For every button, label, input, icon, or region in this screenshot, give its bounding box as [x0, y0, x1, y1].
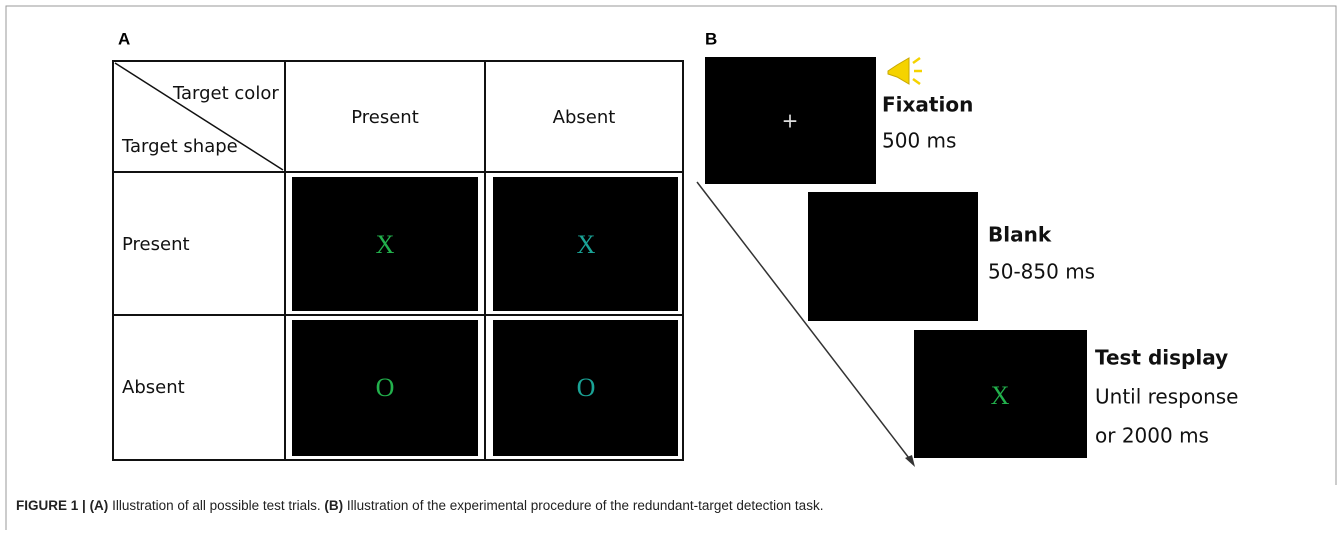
figure-frame — [5, 5, 1337, 530]
stimulus: X — [577, 230, 596, 259]
caption: FIGURE 1 | (A) Illustration of all possi… — [16, 498, 823, 513]
header-color: Target color — [172, 83, 279, 104]
caption-text: Illustration of the experimental procedu… — [343, 498, 823, 513]
step-name: Blank — [988, 223, 1052, 247]
step-duration: or 2000 ms — [1095, 424, 1209, 448]
row-header: Present — [122, 234, 190, 255]
caption-text: Illustration of all possible test trials… — [108, 498, 324, 513]
stimulus-screen — [292, 177, 478, 311]
stimulus-screen — [493, 320, 678, 456]
step-duration: Until response — [1095, 385, 1238, 409]
fixation-cross: + — [782, 109, 799, 133]
step-duration: 500 ms — [882, 129, 956, 153]
stimulus-screen — [493, 177, 678, 311]
stimulus: O — [376, 373, 395, 402]
caption-label: (B) — [324, 498, 343, 513]
stimulus: X — [376, 230, 395, 259]
table-border — [112, 60, 684, 461]
fixation-screen — [705, 57, 876, 184]
time-arrow — [696, 181, 913, 463]
header-shape: Target shape — [121, 136, 238, 157]
panel-label: B — [705, 29, 717, 48]
speaker-icon — [887, 56, 922, 86]
panel-label: A — [118, 29, 130, 48]
trial-table — [112, 60, 684, 461]
diagonal-line — [114, 62, 284, 171]
column-header: Present — [351, 107, 419, 128]
blank-screen — [808, 192, 978, 321]
stimulus: O — [577, 373, 596, 402]
step-duration: 50-850 ms — [988, 260, 1095, 284]
column-header: Absent — [553, 107, 616, 128]
caption-label: (A) — [90, 498, 109, 513]
test-screen — [914, 330, 1087, 458]
step-name: Test display — [1095, 346, 1228, 370]
caption-figure: FIGURE 1 | — [16, 498, 86, 513]
row-header: Absent — [122, 377, 185, 398]
step-name: Fixation — [882, 93, 973, 117]
stimulus: X — [991, 381, 1010, 410]
stimulus-screen — [292, 320, 478, 456]
arrow-head — [905, 455, 915, 467]
